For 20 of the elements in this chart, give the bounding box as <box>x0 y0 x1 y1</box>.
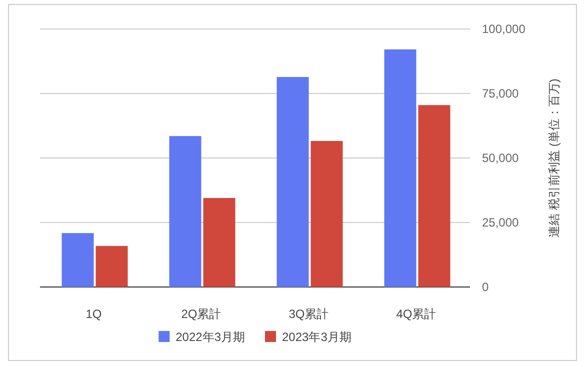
x-tick-label: 4Q累計 <box>396 307 436 321</box>
bar <box>384 49 416 287</box>
legend-label: 2023年3月期 <box>282 330 352 344</box>
bar <box>310 140 343 287</box>
bar <box>203 198 236 287</box>
bar <box>169 136 202 287</box>
x-tick-label: 2Q累計 <box>181 307 222 321</box>
y-axis-title: 連結 税引前利益 (単位：百万) <box>547 78 561 238</box>
x-tick-label: 3Q累計 <box>288 307 329 321</box>
bar <box>418 105 450 287</box>
x-tick-label: 1Q <box>86 307 102 321</box>
y-tick-label: 50,000 <box>482 151 520 165</box>
bar <box>276 76 309 287</box>
y-tick-label: 0 <box>482 280 489 294</box>
y-tick-label: 100,000 <box>482 22 526 36</box>
bar <box>62 233 94 287</box>
legend-label: 2022年3月期 <box>176 330 245 344</box>
y-tick-label: 25,000 <box>482 216 520 230</box>
bar <box>96 246 128 287</box>
y-tick-label: 75,000 <box>482 86 520 100</box>
